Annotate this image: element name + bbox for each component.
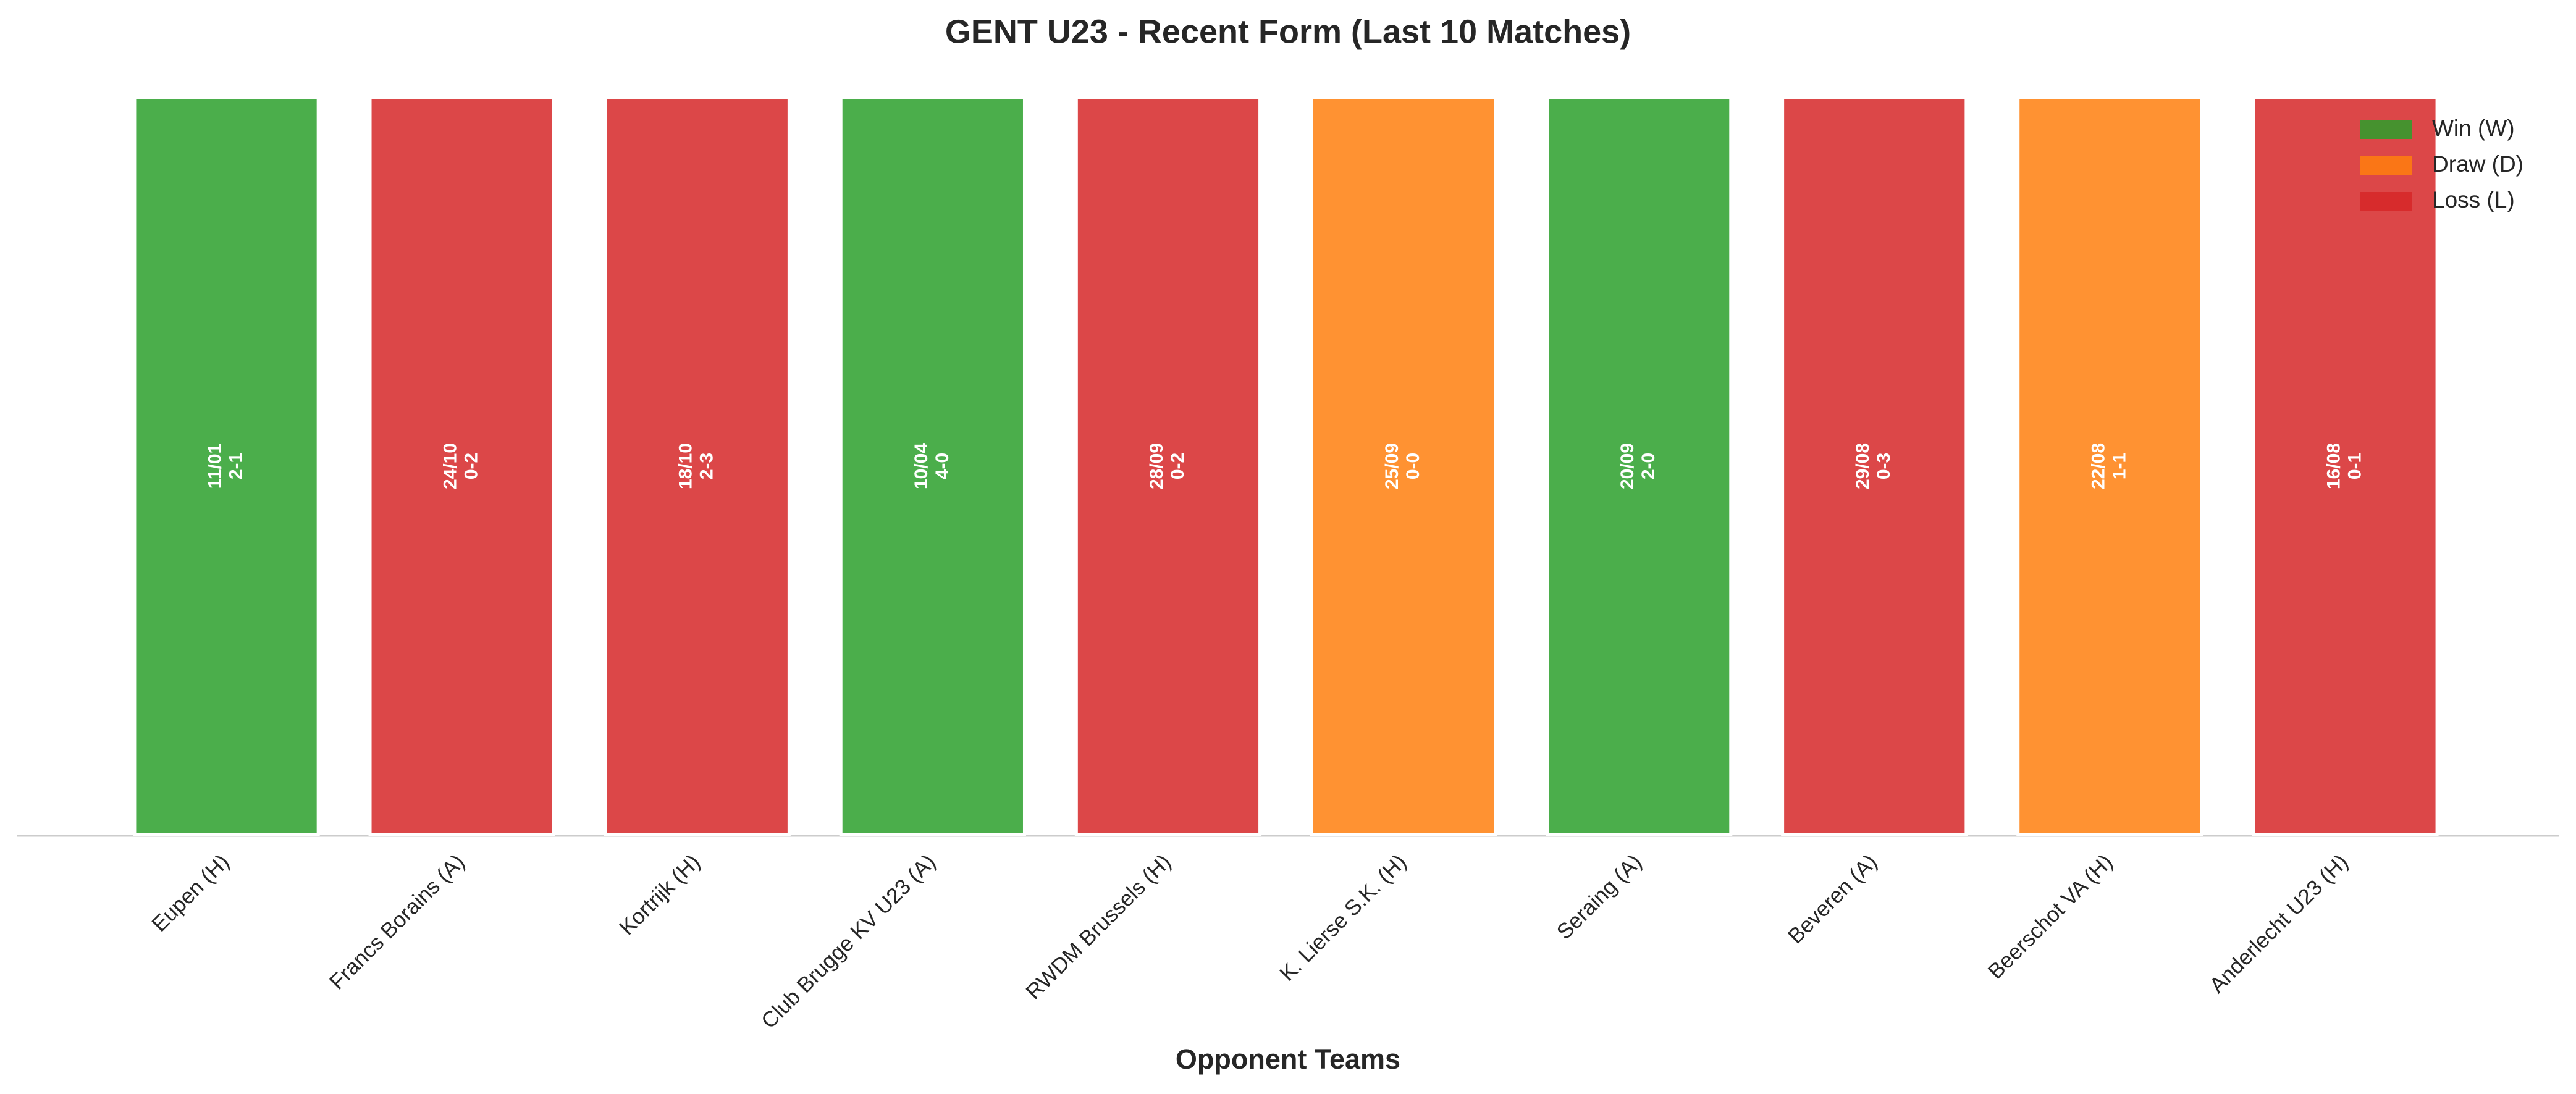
bar <box>1074 96 1262 836</box>
bar <box>1310 96 1497 836</box>
bar-label: 29/08 0-3 <box>1853 443 1894 489</box>
bar-label: 10/04 4-0 <box>911 443 953 489</box>
legend-label: Loss (L) <box>2432 187 2515 212</box>
bar <box>1546 96 1733 836</box>
legend-swatch <box>2360 120 2412 139</box>
match-score: 2-0 <box>1638 453 1659 479</box>
bar <box>2252 96 2439 836</box>
bar-label: 18/10 2-3 <box>676 443 717 489</box>
match-score: 4-0 <box>932 453 953 479</box>
legend-swatch <box>2360 156 2412 175</box>
bar-label: 25/09 0-0 <box>1382 443 1423 489</box>
match-score: 0-1 <box>2344 453 2365 479</box>
match-date: 11/01 <box>204 444 225 489</box>
match-date: 29/08 <box>1853 443 1873 489</box>
match-date: 25/09 <box>1382 443 1402 489</box>
match-date: 24/10 <box>440 443 461 489</box>
bar <box>839 96 1026 836</box>
match-date: 28/09 <box>1147 443 1167 489</box>
match-score: 2-3 <box>697 453 717 479</box>
bar-label: 28/09 0-2 <box>1147 443 1188 489</box>
bar <box>133 96 320 836</box>
chart-title: GENT U23 - Recent Form (Last 10 Matches) <box>945 13 1631 50</box>
bar-label: 22/08 1-1 <box>2088 443 2129 489</box>
match-date: 22/08 <box>2088 443 2108 489</box>
bar <box>2016 96 2203 836</box>
match-date: 16/08 <box>2323 443 2344 489</box>
match-date: 18/10 <box>676 443 696 489</box>
bar <box>1781 96 1968 836</box>
bar <box>604 96 791 836</box>
match-score: 0-0 <box>1403 453 1423 479</box>
legend-label: Win (W) <box>2432 116 2515 141</box>
legend-swatch <box>2360 192 2412 211</box>
match-date: 20/09 <box>1617 443 1638 489</box>
bar-label: 16/08 0-1 <box>2323 443 2365 489</box>
match-score: 0-2 <box>461 453 482 479</box>
match-score: 0-3 <box>1874 453 1894 479</box>
match-score: 1-1 <box>2109 453 2129 479</box>
legend-label: Draw (D) <box>2432 151 2523 177</box>
bar-label: 11/01 2-1 <box>204 444 246 489</box>
bar <box>368 96 555 836</box>
match-score: 0-2 <box>1168 453 1188 479</box>
x-axis-label: Opponent Teams <box>1176 1043 1400 1075</box>
match-score: 2-1 <box>225 453 246 479</box>
bar-label: 24/10 0-2 <box>440 443 482 489</box>
bar-label: 20/09 2-0 <box>1617 443 1659 489</box>
match-date: 10/04 <box>911 443 932 489</box>
